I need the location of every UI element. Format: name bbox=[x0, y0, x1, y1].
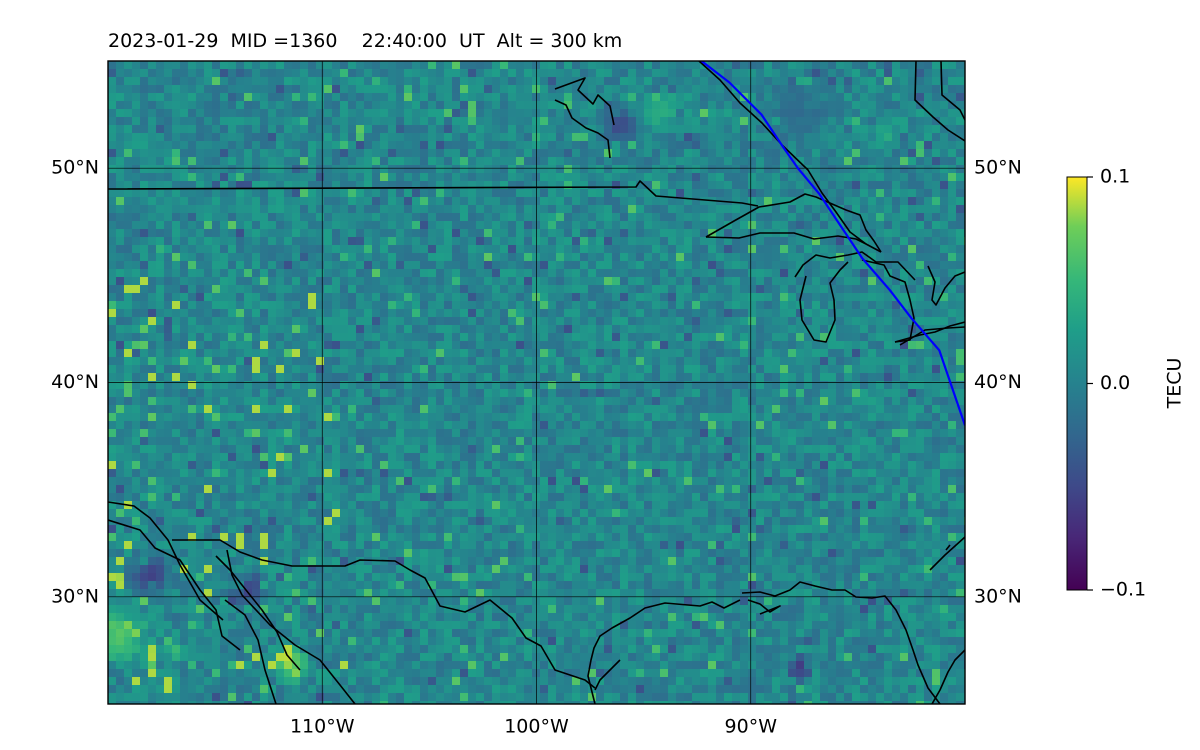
colorbar-tick-label: 0.0 bbox=[1100, 372, 1130, 394]
coastline-segment bbox=[794, 251, 916, 281]
title-mid: MID =1360 bbox=[230, 30, 338, 52]
colorbar-ticks: 0.1 0.0 −0.1 bbox=[1087, 166, 1146, 601]
map-plot-area bbox=[107, 60, 966, 705]
colorbar: 0.1 0.0 −0.1 TECU bbox=[1066, 166, 1186, 601]
x-tick-label: 110°W bbox=[290, 716, 355, 738]
map-title: 2023-01-29 MID =1360 22:40:00 UT Alt = 3… bbox=[108, 30, 622, 52]
coastline-segment bbox=[594, 659, 621, 691]
y-tick-label-left: 40°N bbox=[51, 371, 99, 393]
coastline-segment bbox=[914, 61, 965, 142]
y-tick-label-right: 50°N bbox=[974, 157, 1022, 179]
title-date: 2023-01-29 bbox=[108, 30, 219, 52]
y-tick-label-right: 40°N bbox=[974, 371, 1022, 393]
coastline-segment bbox=[931, 649, 965, 704]
coastline-segment bbox=[927, 265, 965, 306]
colorbar-tick-label: 0.1 bbox=[1100, 166, 1130, 188]
tec-heatmap bbox=[108, 61, 965, 704]
coastline-segment bbox=[940, 61, 965, 121]
coastline-segment bbox=[554, 99, 611, 159]
y-tick-label-left: 30°N bbox=[51, 585, 99, 607]
coastline-segment bbox=[108, 501, 224, 621]
plot-frame bbox=[107, 60, 966, 705]
coastline-segment bbox=[747, 599, 781, 615]
x-tick-label: 90°W bbox=[725, 716, 778, 738]
coastline-segment bbox=[215, 555, 301, 671]
coastline-segment bbox=[108, 519, 241, 651]
terminator-line bbox=[700, 61, 965, 426]
colorbar-label: TECU bbox=[1164, 358, 1186, 410]
gridlines bbox=[108, 61, 965, 704]
y-tick-label-left: 50°N bbox=[51, 157, 99, 179]
y-tick-label-right: 30°N bbox=[974, 585, 1022, 607]
coastline-segment bbox=[172, 539, 596, 689]
coastline-segment bbox=[799, 261, 849, 343]
coastline-segment bbox=[698, 61, 867, 245]
colorbar-gradient bbox=[1066, 176, 1088, 591]
title-altitude: Alt = 300 km bbox=[496, 30, 623, 52]
coastline-segment bbox=[861, 259, 915, 343]
colorbar-tick-label: −0.1 bbox=[1100, 579, 1146, 601]
coastline-segment bbox=[554, 77, 615, 126]
coastline-segment bbox=[226, 549, 356, 704]
x-tick-label: 100°W bbox=[504, 716, 569, 738]
coastline-segment bbox=[929, 536, 965, 571]
title-time: 22:40:00 UT bbox=[361, 30, 485, 52]
coastline-segment bbox=[224, 599, 277, 704]
coastline-segment bbox=[108, 180, 759, 207]
coastline-segment bbox=[587, 599, 741, 704]
coastline-segment bbox=[945, 544, 951, 551]
axis-ticks: 110°W 100°W 90°W 50°N 50°N 40°N 40°N 30°N 30°N bbox=[51, 157, 1022, 738]
coastline-segment bbox=[899, 326, 965, 346]
